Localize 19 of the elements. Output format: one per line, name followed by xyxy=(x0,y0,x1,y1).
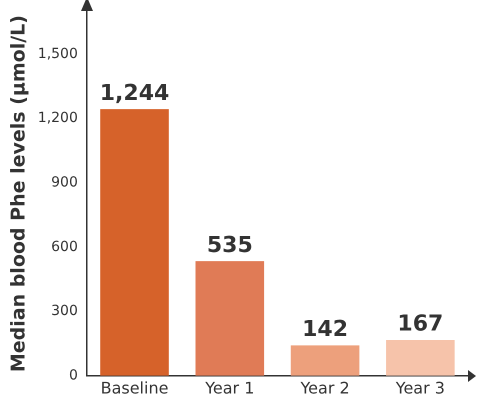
x-tick-label: Baseline xyxy=(100,378,168,398)
bar xyxy=(196,261,264,376)
x-tick-label: Year 1 xyxy=(204,378,254,398)
data-label: 167 xyxy=(397,312,444,337)
x-tick-label: Year 2 xyxy=(300,378,350,398)
data-label: 535 xyxy=(206,232,253,258)
data-label: 1,244 xyxy=(100,80,170,106)
y-tick-label: 300 xyxy=(51,303,78,320)
y-tick-label: 0 xyxy=(68,367,78,384)
data-label: 142 xyxy=(302,317,348,342)
bar xyxy=(100,109,169,376)
y-axis-title: Median blood Phe levels (µmol/L) xyxy=(7,15,30,372)
bar xyxy=(386,340,455,376)
y-tick-label: 1,500 xyxy=(38,46,78,62)
y-tick-label: 1,200 xyxy=(38,110,78,126)
y-tick-label: 600 xyxy=(51,238,78,255)
bar xyxy=(290,345,360,376)
x-tick-label: Year 3 xyxy=(394,378,445,398)
y-tick-label: 900 xyxy=(51,174,78,191)
